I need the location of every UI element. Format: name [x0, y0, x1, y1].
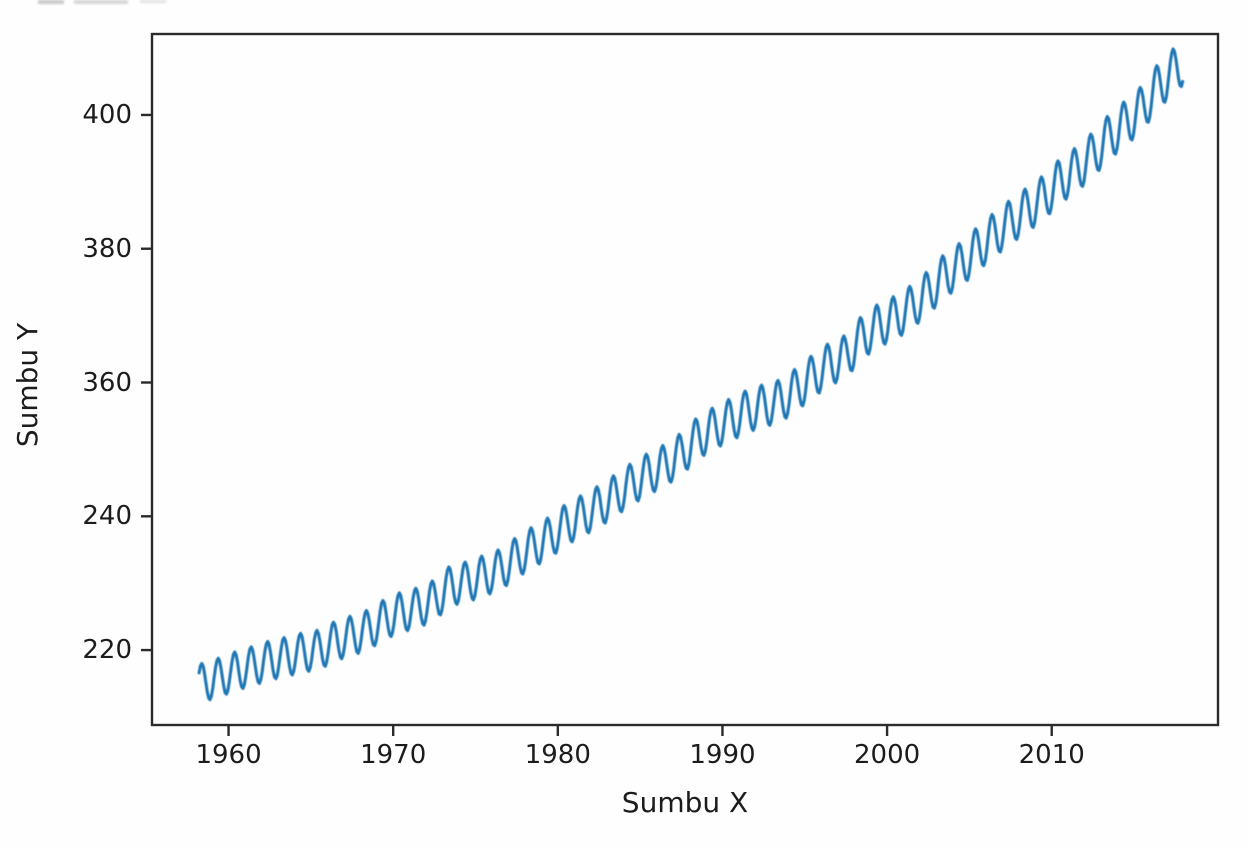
- y-tick-label: 380: [82, 233, 132, 264]
- x-tick-label: 2010: [1018, 740, 1085, 770]
- y-tick-label: 400: [82, 99, 132, 130]
- y-axis-title: Sumbu Y: [11, 322, 44, 448]
- y-tick-label: 220: [82, 635, 132, 666]
- y-tick-label: 360: [82, 367, 132, 398]
- x-tick-label: 1980: [524, 740, 591, 770]
- cropped-text-artifact: [140, 0, 166, 3]
- plot-frame: [150, 32, 1220, 727]
- x-tick-label: 1960: [195, 740, 262, 770]
- y-tick-label: 240: [82, 501, 132, 532]
- data-line: [197, 47, 1185, 702]
- cropped-text-artifact: [38, 0, 64, 4]
- x-tick-label: 1970: [360, 740, 427, 770]
- x-tick-label: 1990: [689, 740, 756, 770]
- cropped-text-artifact: [74, 0, 128, 4]
- x-axis-title: Sumbu X: [621, 786, 749, 819]
- x-tick-label: 2000: [853, 740, 921, 770]
